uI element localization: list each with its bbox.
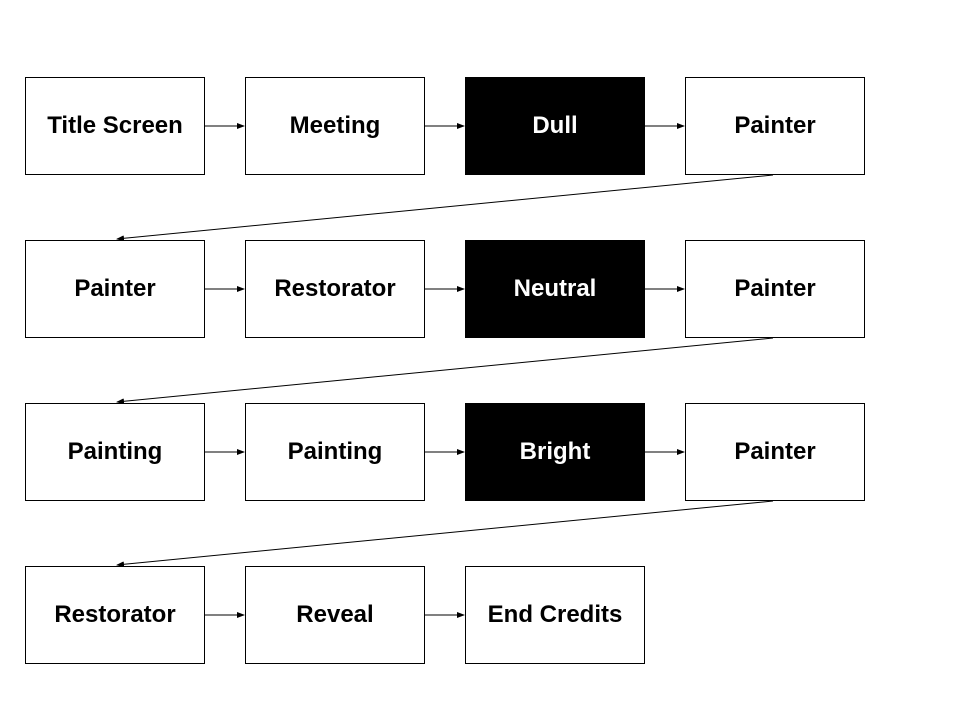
arrow-wrap-row1-to-row2 [116,174,774,242]
arrow-wrap-row3-to-row4 [116,500,774,568]
node-bright: Bright [465,403,645,501]
node-painter-2: Painter [25,240,205,338]
node-painter-4: Painter [685,403,865,501]
node-neutral: Neutral [465,240,645,338]
node-painter-3: Painter [685,240,865,338]
node-painting-2: Painting [245,403,425,501]
node-restorator-1: Restorator [245,240,425,338]
arrow-wrap-row2-to-row3 [116,337,774,405]
node-dull: Dull [465,77,645,175]
node-painting-1: Painting [25,403,205,501]
node-reveal: Reveal [245,566,425,664]
node-title-screen: Title Screen [25,77,205,175]
node-painter-1: Painter [685,77,865,175]
node-meeting: Meeting [245,77,425,175]
node-end-credits: End Credits [465,566,645,664]
node-restorator-2: Restorator [25,566,205,664]
